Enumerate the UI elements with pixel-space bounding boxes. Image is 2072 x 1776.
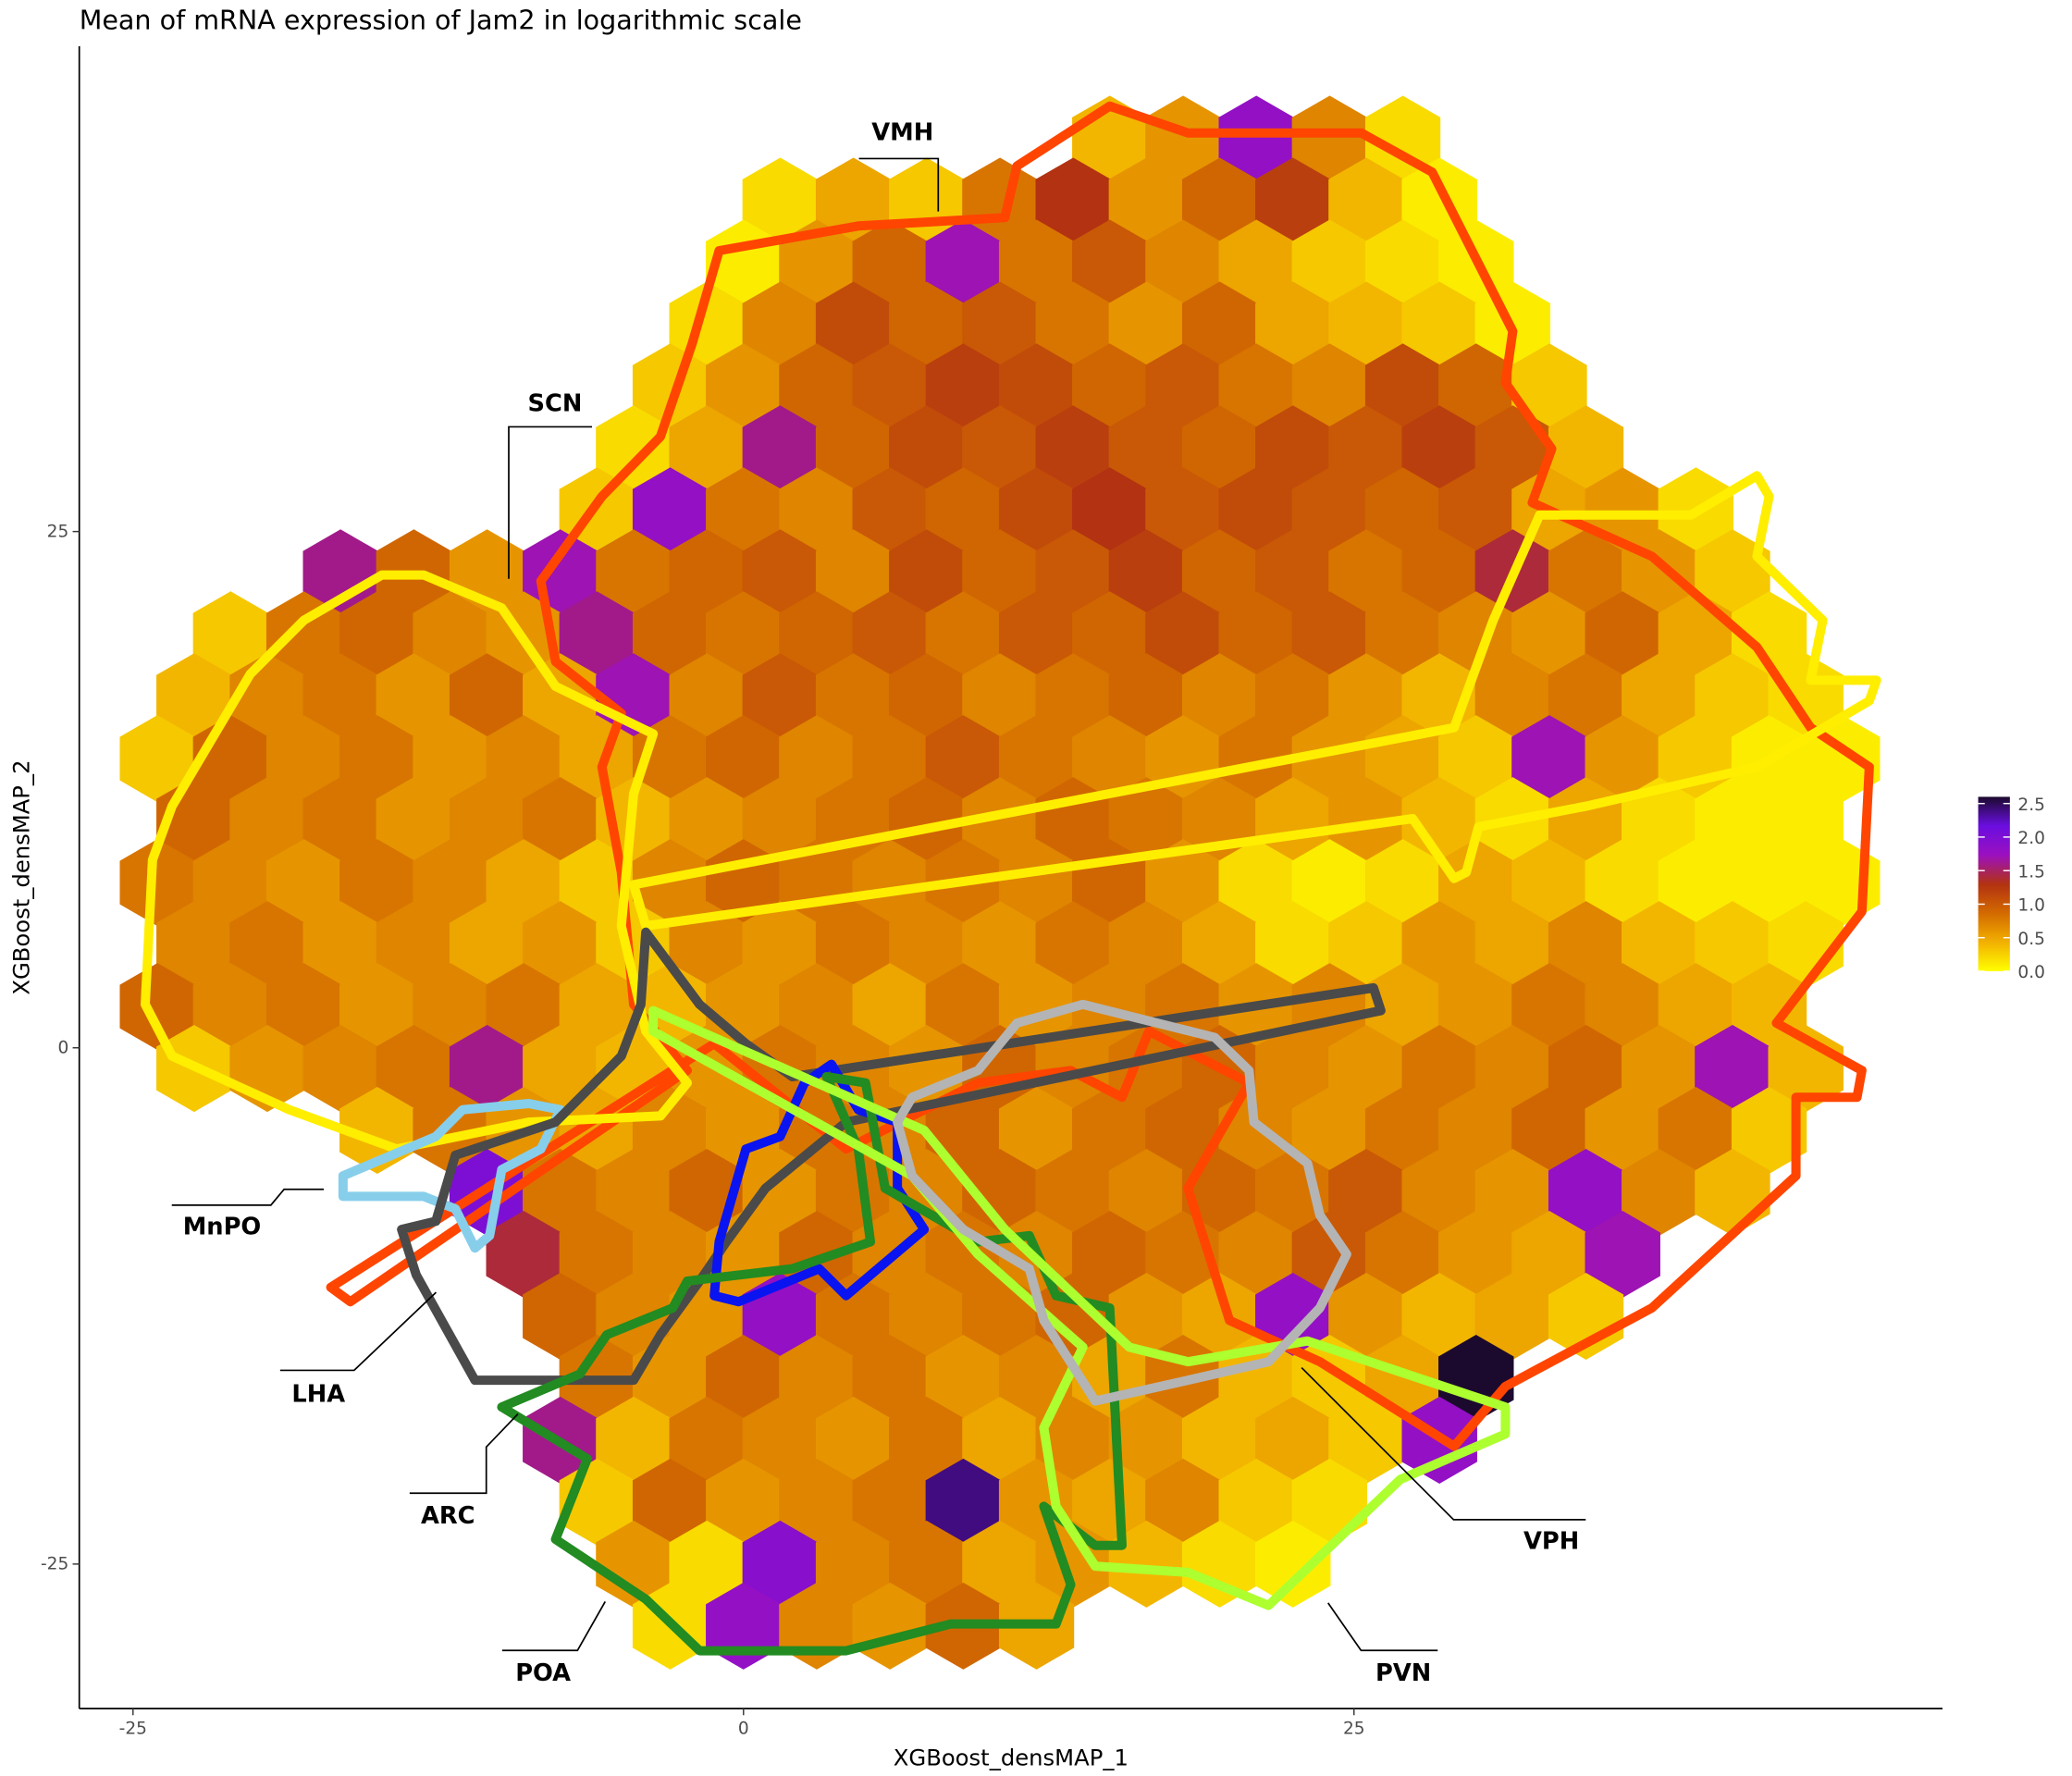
x-axis-title: XGBoost_densMAP_1 bbox=[894, 1745, 1128, 1771]
colorbar-tick-label: 2.5 bbox=[2017, 796, 2045, 815]
colorbar bbox=[1978, 796, 2010, 971]
region-outline bbox=[709, 1059, 930, 1307]
region-label: VPH bbox=[1523, 1527, 1579, 1555]
region-outline bbox=[629, 471, 1881, 931]
colorbar-tick-label: 2.0 bbox=[2017, 829, 2045, 848]
outline-layer bbox=[141, 101, 1881, 1656]
leader-line bbox=[501, 1601, 607, 1652]
leader-line bbox=[171, 1188, 324, 1206]
y-tick-label: -25 bbox=[41, 1555, 68, 1574]
region-label: POA bbox=[515, 1659, 571, 1687]
region-label: ARC bbox=[421, 1502, 475, 1530]
label-layer: VMH SCN MnPO LHA ARC POA PVN VPH bbox=[171, 118, 1586, 1687]
colorbar-tick-label: 1.0 bbox=[2017, 896, 2045, 916]
chart-title: Mean of mRNA expression of Jam2 in logar… bbox=[80, 4, 802, 35]
colorbar-tick-label: 1.5 bbox=[2017, 862, 2045, 882]
y-tick-label: 25 bbox=[47, 522, 69, 541]
x-tick-label: 25 bbox=[1343, 1719, 1365, 1738]
region-outline bbox=[397, 927, 1386, 1386]
leader-line bbox=[1301, 1366, 1586, 1521]
region-outline bbox=[338, 1099, 565, 1253]
y-axis-title: XGBoost_densMAP_2 bbox=[7, 759, 34, 994]
colorbar-tick-label: 0.0 bbox=[2017, 963, 2045, 982]
region-outline bbox=[141, 570, 692, 1154]
leader-line bbox=[508, 426, 592, 579]
y-tick-label: 0 bbox=[57, 1038, 68, 1057]
leader-line bbox=[858, 157, 940, 212]
leader-line bbox=[1327, 1602, 1438, 1652]
region-outline bbox=[893, 999, 1351, 1406]
region-label: LHA bbox=[291, 1381, 345, 1409]
leader-line bbox=[409, 1412, 519, 1495]
region-label: MnPO bbox=[183, 1213, 262, 1240]
x-tick-label: -25 bbox=[119, 1719, 147, 1738]
region-outline bbox=[326, 101, 1874, 1451]
region-label: PVN bbox=[1375, 1659, 1431, 1687]
region-outline bbox=[648, 1005, 1511, 1610]
colorbar-tick-label: 0.5 bbox=[2017, 930, 2045, 949]
region-label: SCN bbox=[528, 389, 583, 417]
x-tick-label: 0 bbox=[738, 1719, 749, 1738]
region-label: VMH bbox=[871, 118, 933, 146]
leader-line bbox=[279, 1291, 438, 1372]
